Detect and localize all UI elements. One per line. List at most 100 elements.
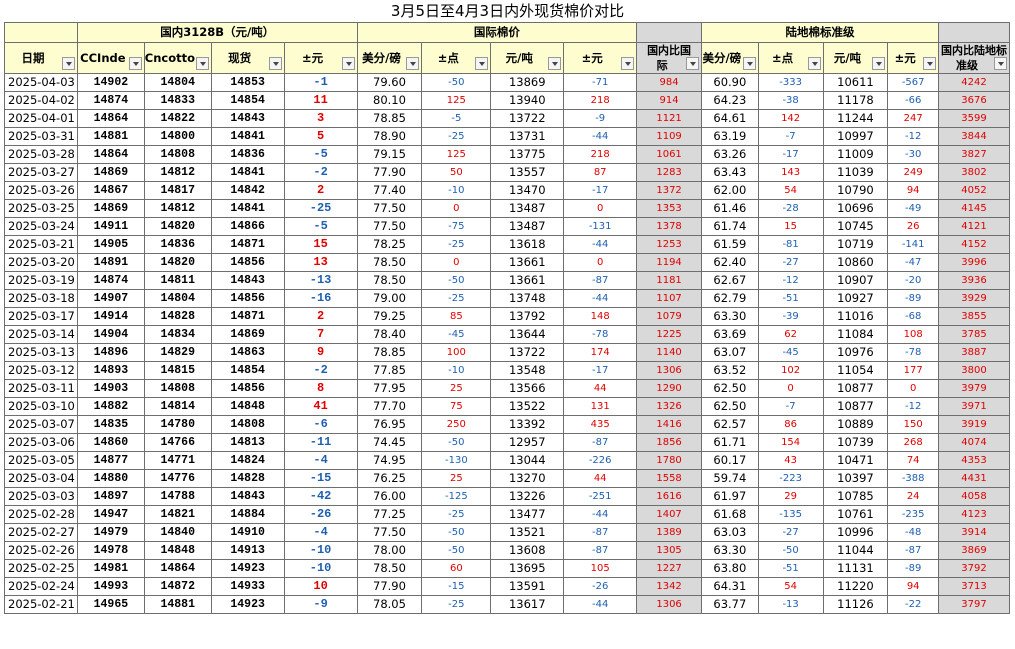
chg-yuan2-cell[interactable]: 105 — [563, 559, 638, 578]
chg-yuan-cell[interactable]: -6 — [283, 415, 358, 434]
spot-cell[interactable]: 14828 — [210, 469, 285, 488]
date-cell[interactable]: 2025-03-21 — [4, 235, 78, 254]
usd-lb2-cell[interactable]: 63.52 — [700, 361, 759, 380]
yuan-ton-cell[interactable]: 13748 — [490, 289, 565, 308]
cncotton-cell[interactable]: 14776 — [143, 469, 212, 488]
ccindex-cell[interactable]: 14869 — [76, 199, 145, 218]
spot-cell[interactable]: 14808 — [210, 415, 285, 434]
spot-cell[interactable]: 14856 — [210, 289, 285, 308]
ccindex-cell[interactable]: 14981 — [76, 559, 145, 578]
diff-intl-cell[interactable]: 1378 — [636, 217, 702, 236]
filter-dropdown-icon[interactable] — [61, 57, 75, 70]
spot-cell[interactable]: 14842 — [210, 181, 285, 200]
chg-yuan3-cell[interactable]: 247 — [887, 109, 939, 128]
diff-land-cell[interactable]: 3971 — [938, 397, 1010, 416]
chg-pt2-cell[interactable]: -17 — [757, 145, 824, 164]
chg-yuan-cell[interactable]: 2 — [283, 307, 358, 326]
cncotton-cell[interactable]: 14804 — [143, 289, 212, 308]
chg-yuan2-cell[interactable]: 218 — [563, 91, 638, 110]
ccindex-cell[interactable]: 14882 — [76, 397, 145, 416]
usd-lb2-cell[interactable]: 61.46 — [700, 199, 759, 218]
chg-yuan2-cell[interactable]: -87 — [563, 523, 638, 542]
chg-pt-cell[interactable]: -25 — [421, 595, 492, 614]
usd-lb2-cell[interactable]: 64.31 — [700, 577, 759, 596]
chg-yuan-cell[interactable]: 5 — [283, 127, 358, 146]
date-cell[interactable]: 2025-03-26 — [4, 181, 78, 200]
yuan-ton2-cell[interactable]: 11044 — [822, 541, 889, 560]
chg-yuan3-cell[interactable]: 24 — [887, 487, 939, 506]
chg-pt-cell[interactable]: 0 — [421, 199, 492, 218]
chg-yuan3-cell[interactable]: 177 — [887, 361, 939, 380]
date-cell[interactable]: 2025-03-31 — [4, 127, 78, 146]
ccindex-cell[interactable]: 14905 — [76, 235, 145, 254]
chg-yuan3-cell[interactable]: 150 — [887, 415, 939, 434]
yuan-ton2-cell[interactable]: 10877 — [822, 379, 889, 398]
chg-pt2-cell[interactable]: -81 — [757, 235, 824, 254]
chg-yuan2-cell[interactable]: -17 — [563, 181, 638, 200]
cncotton-cell[interactable]: 14820 — [143, 253, 212, 272]
chg-pt-cell[interactable]: 125 — [421, 145, 492, 164]
date-cell[interactable]: 2025-03-24 — [4, 217, 78, 236]
yuan-ton2-cell[interactable]: 10739 — [822, 433, 889, 452]
chg-pt-cell[interactable]: 85 — [421, 307, 492, 326]
usd-lb-cell[interactable]: 78.85 — [356, 343, 423, 362]
spot-cell[interactable]: 14913 — [210, 541, 285, 560]
usd-lb-cell[interactable]: 77.90 — [356, 577, 423, 596]
diff-intl-cell[interactable]: 1856 — [636, 433, 702, 452]
usd-lb-cell[interactable]: 76.25 — [356, 469, 423, 488]
usd-lb2-cell[interactable]: 63.07 — [700, 343, 759, 362]
diff-land-cell[interactable]: 3919 — [938, 415, 1010, 434]
chg-pt-cell[interactable]: -50 — [421, 271, 492, 290]
date-cell[interactable]: 2025-02-25 — [4, 559, 78, 578]
date-cell[interactable]: 2025-03-19 — [4, 271, 78, 290]
diff-land-cell[interactable]: 3792 — [938, 559, 1010, 578]
filter-dropdown-icon[interactable] — [475, 57, 489, 70]
diff-land-cell[interactable]: 3979 — [938, 379, 1010, 398]
yuan-ton-cell[interactable]: 13940 — [490, 91, 565, 110]
chg-yuan3-cell[interactable]: -388 — [887, 469, 939, 488]
spot-cell[interactable]: 14854 — [210, 361, 285, 380]
yuan-ton2-cell[interactable]: 10889 — [822, 415, 889, 434]
chg-yuan3-cell[interactable]: 108 — [887, 325, 939, 344]
chg-yuan2-cell[interactable]: -44 — [563, 127, 638, 146]
usd-lb2-cell[interactable]: 61.68 — [700, 505, 759, 524]
date-cell[interactable]: 2025-03-13 — [4, 343, 78, 362]
chg-pt2-cell[interactable]: 154 — [757, 433, 824, 452]
chg-yuan-cell[interactable]: -5 — [283, 217, 358, 236]
ccindex-cell[interactable]: 14864 — [76, 109, 145, 128]
ccindex-cell[interactable]: 14914 — [76, 307, 145, 326]
ccindex-cell[interactable]: 14880 — [76, 469, 145, 488]
yuan-ton-cell[interactable]: 13487 — [490, 199, 565, 218]
usd-lb-cell[interactable]: 76.00 — [356, 487, 423, 506]
spot-cell[interactable]: 14853 — [210, 73, 285, 92]
chg-yuan2-cell[interactable]: -87 — [563, 271, 638, 290]
spot-cell[interactable]: 14869 — [210, 325, 285, 344]
date-cell[interactable]: 2025-03-12 — [4, 361, 78, 380]
yuan-ton-cell[interactable]: 13226 — [490, 487, 565, 506]
ccindex-cell[interactable]: 14903 — [76, 379, 145, 398]
usd-lb2-cell[interactable]: 63.19 — [700, 127, 759, 146]
yuan-ton-cell[interactable]: 13470 — [490, 181, 565, 200]
chg-yuan3-cell[interactable]: -22 — [887, 595, 939, 614]
spot-cell[interactable]: 14884 — [210, 505, 285, 524]
diff-intl-cell[interactable]: 1140 — [636, 343, 702, 362]
yuan-ton2-cell[interactable]: 11084 — [822, 325, 889, 344]
chg-yuan2-cell[interactable]: -87 — [563, 433, 638, 452]
chg-yuan2-cell[interactable]: -131 — [563, 217, 638, 236]
usd-lb-cell[interactable]: 77.90 — [356, 163, 423, 182]
usd-lb2-cell[interactable]: 63.30 — [700, 307, 759, 326]
spot-cell[interactable]: 14871 — [210, 307, 285, 326]
date-cell[interactable]: 2025-04-03 — [4, 73, 78, 92]
ccindex-cell[interactable]: 14869 — [76, 163, 145, 182]
yuan-ton-cell[interactable]: 13557 — [490, 163, 565, 182]
chg-yuan-cell[interactable]: -2 — [283, 361, 358, 380]
yuan-ton2-cell[interactable]: 10696 — [822, 199, 889, 218]
chg-yuan3-cell[interactable]: -89 — [887, 289, 939, 308]
yuan-ton2-cell[interactable]: 11016 — [822, 307, 889, 326]
cncotton-cell[interactable]: 14822 — [143, 109, 212, 128]
usd-lb2-cell[interactable]: 61.71 — [700, 433, 759, 452]
cncotton-cell[interactable]: 14836 — [143, 235, 212, 254]
usd-lb-cell[interactable]: 79.25 — [356, 307, 423, 326]
chg-pt2-cell[interactable]: -27 — [757, 253, 824, 272]
filter-dropdown-icon[interactable] — [872, 57, 886, 70]
